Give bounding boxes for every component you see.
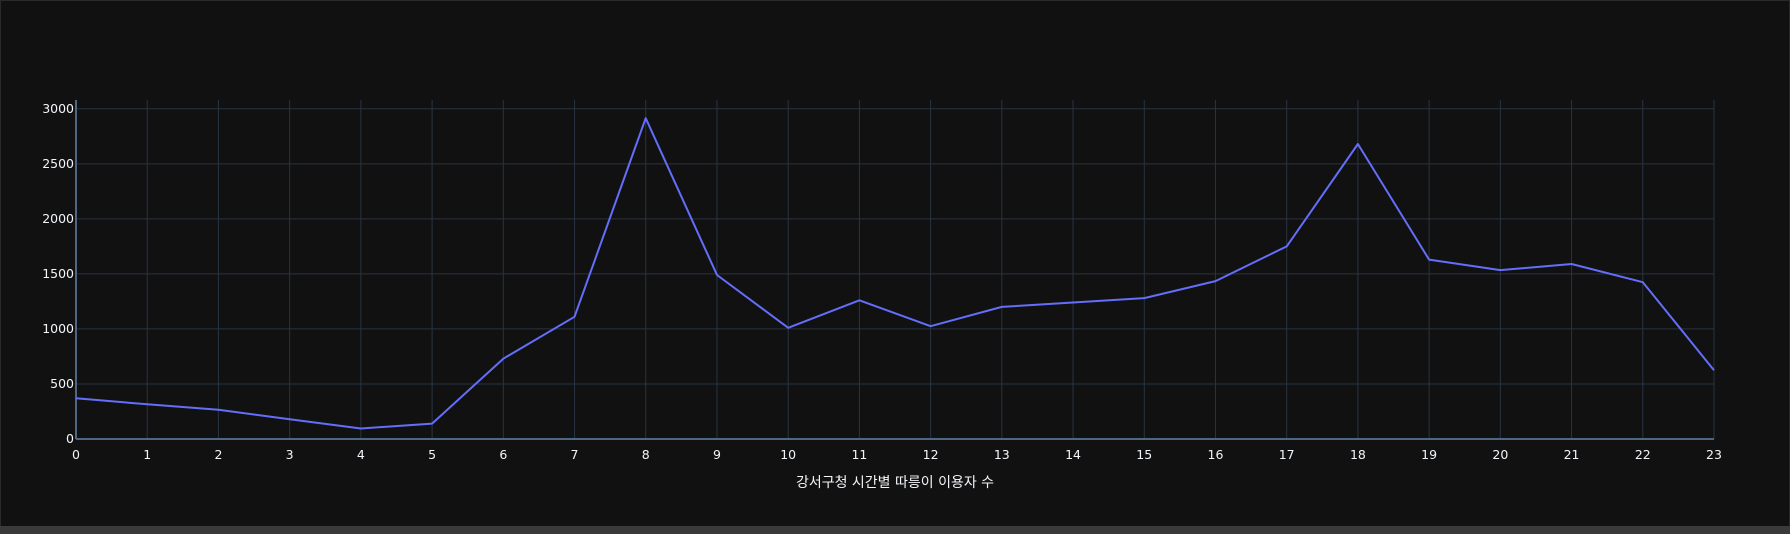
series-line[interactable] (75, 117, 1715, 430)
x-tick-label: 0 (72, 447, 80, 462)
data-point[interactable] (1210, 276, 1220, 286)
y-tick-label: 0 (66, 431, 74, 446)
data-point[interactable] (1353, 139, 1363, 149)
x-tick-label: 17 (1279, 447, 1295, 462)
data-point[interactable] (1709, 365, 1719, 375)
x-tick-label: 18 (1350, 447, 1366, 462)
x-tick-label: 4 (357, 447, 365, 462)
x-tick-label: 8 (642, 447, 650, 462)
data-point[interactable] (1139, 293, 1149, 303)
x-tick-label: 12 (923, 447, 939, 462)
y-tick-labels: 0 500 1000 1500 2000 2500 3000 (42, 101, 74, 446)
data-point[interactable] (1282, 241, 1292, 251)
x-tick-label: 20 (1492, 447, 1508, 462)
data-point[interactable] (926, 321, 936, 331)
y-gridlines (76, 108, 1714, 385)
data-point[interactable] (498, 354, 508, 364)
x-tick-label: 6 (499, 447, 507, 462)
y-tick-label: 1000 (42, 321, 74, 336)
x-tick-label: 1 (143, 447, 151, 462)
x-tick-label: 21 (1564, 447, 1580, 462)
data-point[interactable] (1495, 265, 1505, 275)
x-tick-label: 13 (994, 447, 1010, 462)
data-point[interactable] (71, 393, 81, 403)
data-point[interactable] (783, 323, 793, 333)
y-tick-label: 1500 (42, 266, 74, 281)
data-point[interactable] (1567, 259, 1577, 269)
data-point[interactable] (997, 302, 1007, 312)
data-point[interactable] (854, 295, 864, 305)
x-tick-label: 16 (1208, 447, 1224, 462)
x-tick-label: 7 (571, 447, 579, 462)
x-tick-labels: 0 1 2 3 4 5 6 7 8 9 10 11 12 13 14 15 16 17 18 19 20 21 22 23 (72, 447, 1722, 462)
data-point[interactable] (427, 419, 437, 429)
x-tick-label: 10 (780, 447, 796, 462)
x-tick-label: 3 (286, 447, 294, 462)
data-point[interactable] (1424, 255, 1434, 265)
axes (75, 100, 1714, 440)
x-gridlines (146, 100, 1715, 439)
y-tick-label: 2500 (42, 156, 74, 171)
data-point[interactable] (1068, 298, 1078, 308)
x-tick-label: 19 (1421, 447, 1437, 462)
x-tick-label: 2 (214, 447, 222, 462)
x-tick-label: 11 (851, 447, 867, 462)
data-point[interactable] (142, 399, 152, 409)
x-tick-label: 9 (713, 447, 721, 462)
data-point[interactable] (285, 414, 295, 424)
x-tick-label: 15 (1136, 447, 1152, 462)
y-tick-label: 2000 (42, 211, 74, 226)
data-point[interactable] (356, 424, 366, 434)
data-point[interactable] (1638, 277, 1648, 287)
y-tick-label: 3000 (42, 101, 74, 116)
x-tick-label: 22 (1635, 447, 1651, 462)
horizontal-scrollbar[interactable] (0, 526, 1790, 534)
plot-area[interactable] (71, 113, 1719, 433)
x-tick-label: 14 (1065, 447, 1081, 462)
y-tick-label: 500 (50, 376, 74, 391)
data-point[interactable] (570, 312, 580, 322)
x-axis-title: 강서구청 시간별 따릉이 이용자 수 (796, 475, 994, 491)
data-point[interactable] (641, 113, 651, 123)
data-point[interactable] (712, 270, 722, 280)
x-tick-label: 23 (1706, 447, 1722, 462)
x-tick-label: 5 (428, 447, 436, 462)
data-point[interactable] (213, 405, 223, 415)
